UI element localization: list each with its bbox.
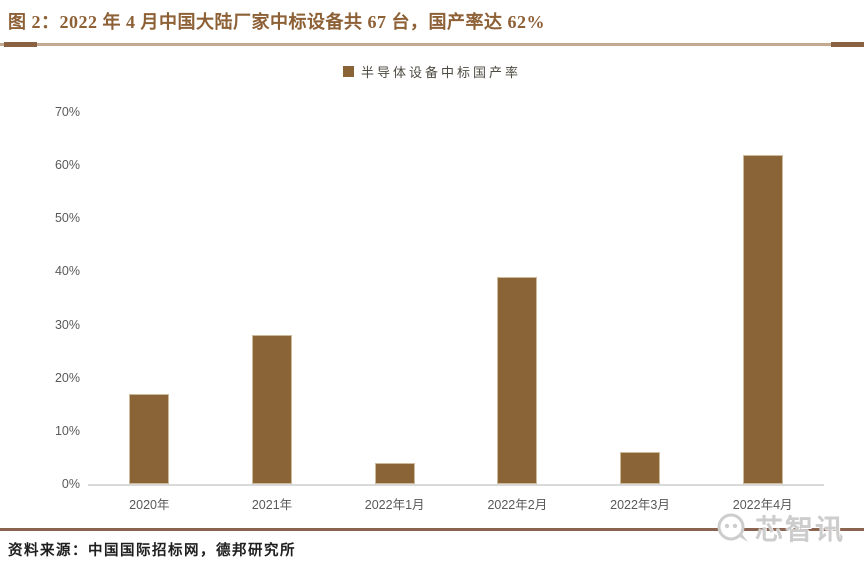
chat-face-icon bbox=[717, 513, 748, 542]
figure-title: 图 2：2022 年 4 月中国大陆厂家中标设备共 67 台，国产率达 62% bbox=[8, 12, 545, 32]
bottom-divider bbox=[0, 528, 864, 531]
x-axis-label: 2022年2月 bbox=[487, 498, 548, 512]
y-axis-tick-label: 50% bbox=[54, 211, 80, 226]
y-axis-tick-label: 40% bbox=[54, 264, 80, 279]
divider-accent-right bbox=[831, 42, 864, 47]
chart-bar bbox=[742, 154, 783, 484]
source-note: 资料来源：中国国际招标网，德邦研究所 bbox=[8, 543, 296, 559]
chart-bar bbox=[129, 393, 170, 484]
legend-swatch bbox=[342, 66, 354, 77]
x-axis-label: 2020年 bbox=[129, 498, 170, 512]
chart-bar bbox=[497, 276, 538, 484]
divider-accent-left bbox=[4, 42, 37, 47]
watermark: 芯智讯 bbox=[716, 508, 845, 548]
y-axis-tick-label: 10% bbox=[54, 423, 80, 438]
watermark-text: 芯智讯 bbox=[755, 514, 846, 545]
chart-bar bbox=[620, 452, 660, 484]
y-axis-tick-label: 30% bbox=[54, 317, 80, 332]
chart-legend: 半导体设备中标国产率 bbox=[0, 62, 864, 81]
x-axis-label: 2022年3月 bbox=[610, 498, 670, 512]
chart-bar bbox=[252, 335, 292, 484]
x-axis-label: 2022年4月 bbox=[732, 498, 793, 512]
chart-bar bbox=[374, 462, 415, 484]
x-axis-line bbox=[88, 484, 824, 486]
y-axis-tick-label: 60% bbox=[54, 158, 80, 173]
y-axis-tick-label: 20% bbox=[54, 370, 80, 385]
y-axis-tick-label: 70% bbox=[54, 105, 80, 119]
title-divider bbox=[0, 42, 864, 47]
y-axis-tick-label: 0% bbox=[61, 477, 80, 491]
legend-label: 半导体设备中标国产率 bbox=[360, 65, 521, 80]
x-axis-label: 2022年1月 bbox=[364, 498, 425, 512]
x-axis-label: 2021年 bbox=[251, 498, 293, 512]
